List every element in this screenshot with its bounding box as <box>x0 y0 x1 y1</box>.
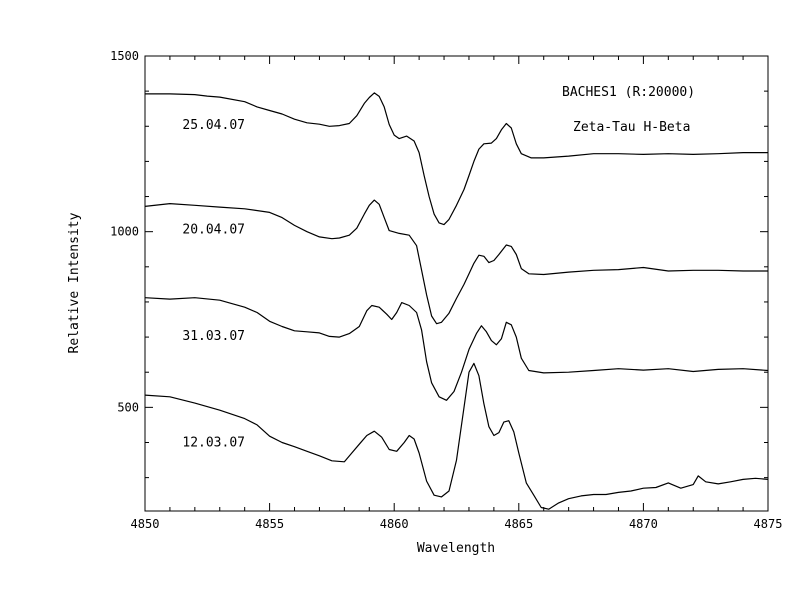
x-tick-label: 4870 <box>629 517 658 531</box>
y-tick-label: 1500 <box>110 49 139 63</box>
spectrum-line-31.03.07 <box>144 297 769 401</box>
y-axis-label: Relative Intensity <box>67 212 82 353</box>
plot-frame <box>144 55 769 512</box>
annotation-target: Zeta-Tau H-Beta <box>573 120 690 135</box>
annotation-instrument: BACHES1 (R:20000) <box>562 85 695 100</box>
x-tick-label: 4855 <box>255 517 284 531</box>
x-tick-label: 4860 <box>380 517 409 531</box>
series-label: 12.03.07 <box>182 436 245 451</box>
spectrum-line-20.04.07 <box>144 199 768 325</box>
series-group: 25.04.07 20.04.07 31.03.07 12.03.07 <box>144 92 769 510</box>
y-tick-label: 1000 <box>110 225 139 239</box>
series-label: 31.03.07 <box>182 329 245 344</box>
x-tick-label: 4865 <box>504 517 533 531</box>
axes: 4850 4855 4860 4865 4870 4875 500 1000 1500 <box>110 49 782 531</box>
spectrum-line-25.04.07 <box>145 92 768 226</box>
x-axis-label: Wavelength <box>417 541 495 556</box>
x-tick-label: 4850 <box>131 517 160 531</box>
x-tick-label: 4875 <box>754 517 783 531</box>
spectrum-line-12.03.07 <box>144 362 769 510</box>
y-tick-label: 500 <box>117 400 139 414</box>
series-label: 25.04.07 <box>182 118 245 133</box>
series-label: 20.04.07 <box>182 222 245 237</box>
